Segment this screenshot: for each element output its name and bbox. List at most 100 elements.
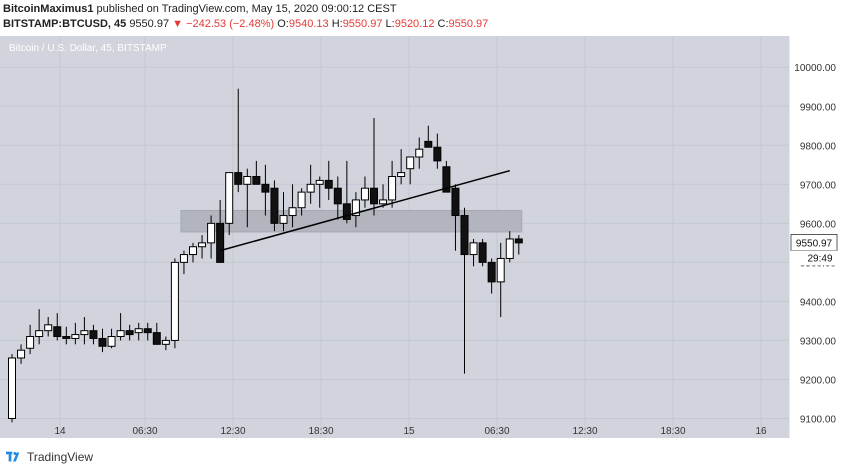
candle-body	[397, 172, 406, 178]
candle	[198, 235, 207, 259]
publish-info: published on TradingView.com, May 15, 20…	[96, 3, 397, 15]
candle-body	[433, 146, 442, 162]
candle	[370, 117, 378, 216]
candle	[234, 88, 243, 193]
candle-body	[35, 330, 44, 338]
candle	[288, 184, 297, 228]
chart-title: Bitcoin / U.S. Dollar, 45, BITSTAMP	[9, 43, 167, 54]
candle	[243, 168, 252, 228]
tradingview-brand[interactable]: TradingView	[27, 450, 94, 464]
candle	[487, 258, 496, 294]
candle-body	[53, 326, 62, 338]
candle-body	[270, 187, 279, 224]
price-tick-label: 9100.00	[800, 414, 837, 425]
candle-body	[342, 203, 351, 220]
candle	[53, 313, 62, 341]
support-zone[interactable]	[180, 209, 523, 233]
candle	[179, 250, 188, 275]
candle-body	[62, 336, 71, 339]
price-tick-label: 9600.00	[800, 219, 837, 230]
candle	[342, 160, 351, 224]
price-tick-label: 9900.00	[800, 102, 837, 113]
candle	[460, 207, 469, 374]
price-tick-label: 9200.00	[800, 375, 837, 386]
candle	[433, 133, 442, 169]
candle	[189, 242, 197, 263]
candles	[8, 88, 523, 423]
candle-body	[152, 332, 161, 345]
publish-line: BitcoinMaximus1 published on TradingView…	[3, 3, 397, 15]
candle-body	[306, 183, 315, 193]
candle-body	[424, 140, 433, 148]
change-value: −242.53 (−2.48%)	[186, 18, 275, 30]
price-tick-label: 9800.00	[800, 141, 837, 152]
candle-body	[487, 261, 496, 283]
candle	[505, 231, 514, 263]
candle-body	[107, 336, 116, 347]
symbol-line: BITSTAMP:BTCUSD, 45 9550.97 ▼ −242.53 (−…	[3, 18, 488, 30]
countdown-box	[791, 250, 837, 266]
candle-body	[243, 176, 252, 185]
last-price-tag: 9550.97 29:49	[790, 234, 838, 266]
candle-body	[514, 238, 523, 244]
price-tick-label: 9400.00	[800, 297, 837, 308]
time-tick-label: 12:30	[220, 426, 245, 437]
plot-area[interactable]	[0, 36, 790, 438]
candle-body	[161, 339, 170, 345]
symbol-label: BITSTAMP:BTCUSD, 45	[3, 18, 127, 30]
time-tick-label: 16	[755, 426, 767, 437]
candle-body	[406, 156, 415, 170]
candle	[161, 336, 170, 351]
candle-body	[460, 215, 469, 256]
candle-body	[198, 242, 207, 248]
candle	[270, 180, 279, 232]
price-value: 9550.97	[129, 18, 170, 30]
candle-body	[189, 246, 197, 256]
candle	[216, 199, 225, 263]
footer: TradingView	[6, 450, 93, 464]
countdown-label: 29:49	[807, 253, 832, 264]
candle	[514, 235, 523, 255]
high-label: H:	[331, 18, 343, 30]
candle	[225, 172, 234, 236]
low-value: 9520.12	[394, 18, 435, 30]
high-value: 9550.97	[342, 18, 383, 30]
candle-body	[80, 330, 89, 336]
candle-body	[370, 187, 378, 205]
candle-body	[451, 187, 460, 217]
candle-body	[442, 166, 451, 193]
last-price-label: 9550.97	[796, 238, 833, 249]
candle-body	[261, 183, 270, 193]
candle	[469, 238, 478, 267]
price-tick-label: 10000.00	[794, 63, 836, 74]
tradingview-logo-icon	[6, 451, 20, 462]
time-tick-label: 18:30	[308, 426, 333, 437]
candle-body	[26, 336, 35, 349]
candle	[62, 326, 71, 345]
candle	[279, 192, 288, 232]
price-chart[interactable]: Bitcoin / U.S. Dollar, 45, BITSTAMP 9100…	[0, 33, 850, 441]
trendline[interactable]	[219, 169, 510, 252]
candle-body	[415, 148, 424, 158]
author-name[interactable]: BitcoinMaximus1	[3, 3, 94, 15]
candle-body	[379, 199, 388, 205]
close-value: 9550.97	[448, 18, 489, 30]
time-tick-label: 18:30	[660, 426, 685, 437]
candle	[424, 125, 433, 148]
candle	[306, 164, 315, 204]
candle	[406, 156, 415, 185]
candle	[134, 322, 143, 341]
candle	[496, 242, 505, 318]
candle	[8, 354, 16, 423]
candle	[261, 164, 270, 216]
candle-body	[207, 222, 216, 244]
candle	[80, 317, 89, 345]
candle	[89, 324, 98, 345]
candle-body	[324, 179, 333, 189]
candle-body	[297, 191, 306, 209]
candle-body	[170, 261, 179, 341]
candle	[333, 176, 342, 220]
candle-body	[333, 187, 342, 205]
candle	[379, 184, 388, 208]
time-axis[interactable]: 14 06:30 12:30 18:30 15 06:30 12:30 18:30 16	[54, 426, 767, 437]
